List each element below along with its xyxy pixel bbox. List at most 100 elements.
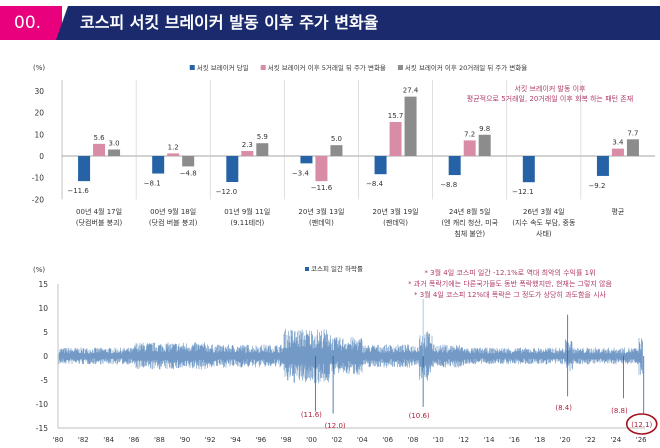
y-tick-label: 20 <box>34 109 44 118</box>
data-label: 27.4 <box>403 87 419 95</box>
highlight-circle <box>625 413 658 435</box>
data-label: (10.6) <box>409 412 430 420</box>
bar <box>522 156 535 183</box>
data-label: −12.0 <box>216 188 237 196</box>
bar <box>448 156 461 176</box>
x-tick-label: '04 <box>357 436 368 444</box>
data-label: −9.2 <box>588 182 605 190</box>
y-tick-label: 0 <box>43 352 48 361</box>
data-label: 1.2 <box>168 143 179 151</box>
category-label: (팬데믹) <box>383 218 408 227</box>
y-unit: (%) <box>33 64 45 72</box>
bar <box>226 156 239 182</box>
category-label: (지수 속도 부담, 중동 <box>512 218 576 227</box>
category-label: (팬데믹) <box>309 218 334 227</box>
bar <box>167 153 180 156</box>
data-label: (11.6) <box>301 411 322 419</box>
legend-label: 서킷 브레이커 이후 20거래일 뒤 주가 변화율 <box>405 63 527 72</box>
header: 00. 코스피 서킷 브레이커 발동 이후 주가 변화율 <box>0 0 660 42</box>
data-label: 5.0 <box>331 135 342 143</box>
data-label: −4.8 <box>180 169 197 177</box>
bar <box>256 143 269 156</box>
x-tick-label: '82 <box>78 436 89 444</box>
data-label: 3.4 <box>612 139 624 147</box>
legend-swatch <box>305 267 309 271</box>
bar <box>596 156 609 176</box>
bar <box>374 156 387 175</box>
bar <box>315 156 328 182</box>
x-tick-label: '02 <box>331 436 342 444</box>
bar <box>478 134 491 156</box>
bar <box>463 140 476 156</box>
x-tick-label: '98 <box>281 436 292 444</box>
bar <box>300 156 313 164</box>
x-tick-label: '06 <box>382 436 393 444</box>
category-label: 20년 3월 19일 <box>373 207 419 216</box>
category-label: (엔 캐리 청산, 미국 <box>441 218 498 227</box>
data-label: −11.6 <box>67 187 89 195</box>
x-tick-label: '14 <box>484 436 495 444</box>
legend-swatch <box>397 65 403 70</box>
data-label: 5.6 <box>93 134 105 142</box>
category-label: 01년 9월 11일 <box>224 207 270 216</box>
x-tick-label: '22 <box>585 436 596 444</box>
data-label: 5.9 <box>257 133 268 141</box>
x-tick-label: '18 <box>534 436 545 444</box>
data-label: 7.7 <box>627 129 638 137</box>
category-label: 00년 4월 17일 <box>76 207 122 216</box>
data-label: 15.7 <box>388 112 404 120</box>
data-label: −3.4 <box>292 169 310 177</box>
data-label: 3.0 <box>108 140 119 148</box>
bar <box>152 156 165 174</box>
bar <box>611 148 624 156</box>
data-label: 9.8 <box>479 125 490 133</box>
legend-swatch <box>189 65 195 70</box>
y-tick-label: -10 <box>32 174 44 183</box>
bar <box>108 149 121 156</box>
data-label: 2.3 <box>242 141 253 149</box>
x-tick-label: '88 <box>154 436 165 444</box>
bar <box>626 139 639 156</box>
x-tick-label: '16 <box>509 436 520 444</box>
y-tick-label: -10 <box>36 400 48 409</box>
annotation: 서킷 브레이커 발동 이후 <box>514 84 586 93</box>
bar <box>389 121 402 156</box>
y-unit: (%) <box>33 266 45 274</box>
category-label: (닷컴 버블 붕괴) <box>149 218 198 227</box>
data-label: −11.6 <box>311 184 333 192</box>
category-label: (9.11테러) <box>230 218 264 227</box>
page-title: 코스피 서킷 브레이커 발동 이후 주가 변화율 <box>80 13 379 32</box>
legend-label: 서킷 브레이커 당일 <box>197 63 249 72</box>
annotation: * 3월 4일 코스피 일간 -12.1%로 역대 최악의 수익률 1위 <box>424 268 595 277</box>
series-line <box>58 328 643 384</box>
y-tick-label: 5 <box>43 328 48 337</box>
x-tick-label: '96 <box>255 436 266 444</box>
y-tick-label: 10 <box>34 130 44 139</box>
x-tick-label: '86 <box>129 436 140 444</box>
x-tick-label: '90 <box>179 436 190 444</box>
x-tick-label: '92 <box>205 436 216 444</box>
data-label: −8.1 <box>144 180 161 188</box>
x-tick-label: '26 <box>636 436 647 444</box>
data-label: −8.4 <box>366 180 384 188</box>
category-label: 00년 9월 18일 <box>150 207 196 216</box>
y-tick-label: -20 <box>32 195 44 204</box>
category-label: (닷컴버블 붕괴) <box>76 218 123 227</box>
x-tick-label: '08 <box>408 436 419 444</box>
y-tick-label: 0 <box>39 152 44 161</box>
title-bar <box>56 6 660 40</box>
data-label: −8.8 <box>440 181 457 189</box>
bar <box>93 143 106 156</box>
data-label: (12.1) <box>631 421 652 429</box>
y-tick-label: 30 <box>34 87 44 96</box>
legend-label: 코스피 일간 하락률 <box>311 264 363 273</box>
x-tick-label: '12 <box>458 436 469 444</box>
category-label: 26년 3월 4일 <box>523 207 565 216</box>
x-tick-label: '20 <box>560 436 571 444</box>
x-tick-label: '10 <box>433 436 444 444</box>
bar <box>78 156 91 182</box>
legend-swatch <box>260 65 266 70</box>
data-label: (8.4) <box>555 404 572 412</box>
y-tick-label: -5 <box>41 376 49 385</box>
